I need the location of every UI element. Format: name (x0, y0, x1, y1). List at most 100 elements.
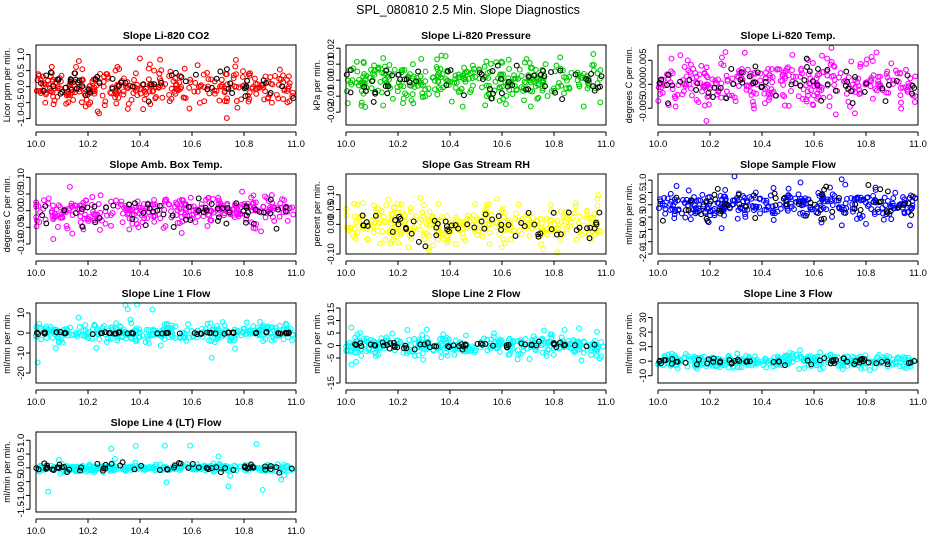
data-point (870, 72, 877, 79)
data-point (415, 68, 422, 75)
data-point (540, 68, 547, 74)
data-point (811, 201, 818, 208)
y-tick-label: 0.5 (638, 186, 649, 199)
data-point (806, 68, 813, 75)
x-axis: 10.0 10.2 10.4 10.6 10.8 11.0 (337, 131, 615, 150)
data-point (114, 337, 121, 344)
data-point (748, 91, 755, 98)
data-point (877, 73, 883, 80)
data-point (422, 243, 429, 250)
data-point (566, 216, 573, 223)
data-point (180, 94, 187, 101)
data-point (402, 90, 409, 97)
data-point (347, 348, 354, 355)
data-point (585, 230, 592, 237)
data-point (521, 79, 528, 85)
data-point (756, 204, 763, 211)
data-point (352, 235, 359, 242)
data-point (507, 347, 514, 354)
data-point (750, 102, 757, 109)
data-point (865, 182, 872, 188)
data-point (505, 221, 512, 228)
data-point (232, 63, 239, 70)
data-point (233, 467, 240, 474)
data-point (472, 200, 479, 207)
y-axis-label: ml/min per min. (624, 312, 634, 374)
data-point (759, 83, 765, 90)
data-point (214, 217, 221, 224)
data-point (262, 214, 269, 221)
data-point (452, 337, 459, 344)
y-tick-label: -0.005 (638, 95, 649, 122)
data-point (897, 70, 904, 76)
data-point (549, 227, 556, 234)
data-point (349, 230, 356, 237)
data-point (389, 72, 396, 79)
data-point (97, 192, 104, 199)
y-tick-label: 15 (326, 303, 337, 314)
data-point (661, 82, 668, 89)
data-point (567, 222, 573, 229)
data-point (514, 356, 521, 363)
data-point (497, 75, 504, 82)
y-tick-label: -15 (326, 376, 337, 390)
y-axis: -1.0-0.50.00.51.0 (16, 48, 31, 127)
data-point (262, 463, 269, 470)
data-point (258, 228, 265, 235)
data-point (668, 55, 675, 62)
data-point (908, 212, 915, 218)
data-point (365, 346, 372, 353)
data-point (513, 62, 520, 69)
data-point (226, 337, 233, 344)
data-point (836, 74, 842, 81)
data-point (344, 77, 351, 84)
data-point (494, 195, 501, 202)
data-point (597, 99, 604, 106)
data-point (474, 232, 481, 238)
data-point (456, 343, 463, 349)
data-point (352, 341, 359, 348)
data-point (347, 89, 354, 96)
data-point (571, 210, 578, 216)
data-point (753, 203, 760, 210)
data-point (772, 202, 779, 209)
data-point (128, 96, 135, 103)
data-point (474, 340, 481, 347)
data-point (143, 326, 150, 333)
data-point (452, 72, 459, 79)
data-point (881, 194, 888, 201)
data-point (259, 326, 266, 333)
data-point (789, 51, 796, 58)
data-point (47, 69, 54, 76)
data-point (901, 196, 908, 203)
data-point (438, 342, 445, 349)
chart-title: Slope Line 1 Flow (122, 288, 212, 300)
data-point (511, 75, 518, 82)
data-point (811, 92, 817, 99)
data-point (700, 82, 707, 89)
data-point (218, 83, 225, 90)
data-point (140, 81, 147, 88)
data-point (410, 224, 417, 231)
data-point (672, 103, 679, 110)
data-point (169, 212, 176, 219)
data-point (481, 63, 488, 70)
data-point (434, 56, 440, 63)
data-point (434, 220, 441, 227)
data-point (563, 74, 570, 81)
x-tick-label: 10.6 (493, 139, 512, 150)
chart-title: Slope Li-820 Temp. (741, 30, 836, 42)
data-point (492, 78, 499, 85)
data-point (360, 73, 367, 80)
data-point (54, 464, 61, 471)
data-point (67, 78, 74, 85)
data-point (211, 90, 218, 97)
data-point (213, 75, 220, 82)
data-point (398, 230, 405, 237)
data-point (553, 62, 560, 69)
chart-title: Slope Gas Stream RH (422, 159, 530, 171)
y-tick-label: -10 (638, 369, 649, 383)
data-point (151, 196, 158, 203)
data-point (267, 210, 274, 217)
data-point (360, 222, 367, 229)
